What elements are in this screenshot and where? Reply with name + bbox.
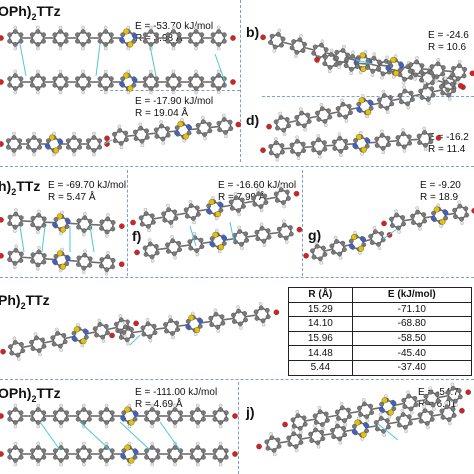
- cell-e: -45.40: [351, 345, 473, 361]
- interaction-energy-table: R (Å) E (kJ/mol) 15.29 -71.10 14.10 -68.80…: [288, 287, 473, 376]
- energy-label-g: E = -9.20 R = 18.9: [420, 180, 461, 203]
- molecule-pair-a: [0, 25, 236, 95]
- energy-label-e: E = -69.70 kJ/mol R = 5.47 Å: [48, 180, 127, 203]
- cell-e: -37.40: [351, 359, 473, 376]
- heading-section-3: Ph)2TTz: [0, 292, 50, 311]
- panel-divider-vertical-3: [302, 170, 303, 276]
- molecule-pair-g: [303, 200, 474, 265]
- heading-section-4: OPh)2TTz: [0, 385, 61, 404]
- table-row: 14.48 -45.40: [288, 345, 473, 361]
- cell-e: -68.80: [351, 316, 473, 332]
- panel-label-d: d): [246, 112, 260, 128]
- cell-e: -71.10: [351, 301, 473, 318]
- heading-section-1: OPh)2TTz: [0, 3, 61, 22]
- panel-divider-vertical-1: [240, 0, 241, 162]
- panel-divider-vertical-2: [127, 170, 128, 276]
- molecule-pair-e: [0, 208, 125, 276]
- table-row: 15.96 -58.50: [288, 330, 473, 347]
- energy-label-i: E = -111.00 kJ/mol R = 4.69 Å: [135, 387, 218, 410]
- panel-label-b: b): [246, 24, 260, 40]
- panel-label-f: f): [132, 228, 142, 244]
- header-r: R (Å): [288, 287, 353, 303]
- panel-divider-ac: [100, 90, 240, 91]
- header-e: E (kJ/mol): [351, 287, 473, 303]
- table-row: 14.10 -68.80: [288, 316, 473, 332]
- cell-r: 5.44: [288, 359, 353, 376]
- energy-label-f: E = -16.60 kJ/mol R = 7.99 Å: [218, 180, 297, 203]
- molecule-pair-j: [256, 382, 472, 457]
- energy-label-c: E = -17.90 kJ/mol R = 19.04 Å: [135, 96, 214, 119]
- energy-label-b: E = -24.6 R = 10.6: [428, 30, 469, 53]
- cell-r: 15.29: [288, 301, 353, 318]
- cell-r: 14.48: [288, 345, 353, 361]
- molecule-pair-b: [260, 28, 474, 96]
- cell-r: 15.96: [288, 330, 353, 347]
- heading-section-2: h)2TTz: [0, 178, 41, 197]
- energy-label-d: E = -16.2 R = 11.4: [428, 132, 469, 155]
- table-row: 5.44 -37.40: [288, 359, 473, 376]
- section-divider-1: [0, 166, 474, 167]
- panel-label-j: j): [246, 404, 255, 420]
- molecule-pair-c: [0, 113, 242, 157]
- molecule-pair-h: [0, 302, 280, 361]
- panel-divider-vertical-4: [238, 382, 239, 474]
- table-row: 15.29 -71.10: [288, 301, 473, 318]
- section-divider-2: [0, 277, 474, 278]
- molecule-pair-i: [0, 403, 238, 467]
- molecule-pair-f: [130, 184, 303, 263]
- cell-e: -58.50: [351, 330, 473, 347]
- panel-divider-bd: [262, 96, 474, 97]
- cell-r: 14.10: [288, 316, 353, 332]
- table-header-row: R (Å) E (kJ/mol): [288, 287, 473, 303]
- molecule-pair-d: [260, 76, 464, 162]
- section-divider-3: [0, 379, 474, 380]
- panel-label-g: g): [308, 227, 322, 243]
